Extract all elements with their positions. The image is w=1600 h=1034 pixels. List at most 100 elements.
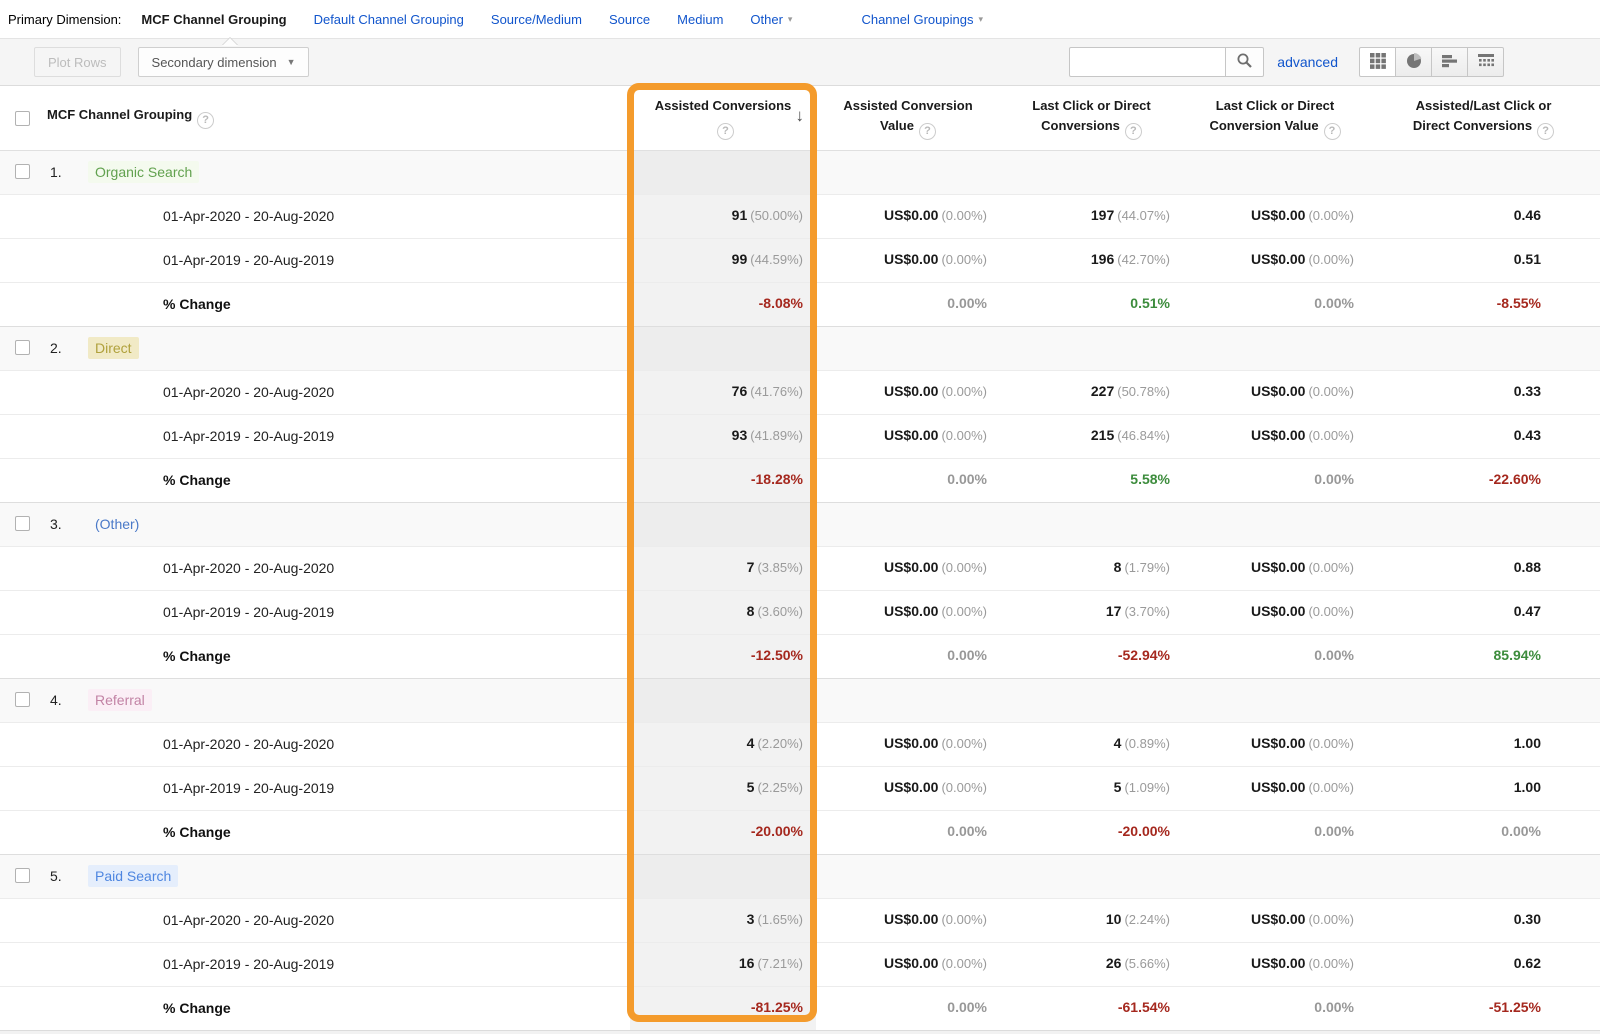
row-checkbox[interactable] (15, 692, 30, 708)
help-icon[interactable]: ? (1323, 122, 1341, 140)
last-click-conversion-value-cell: US$0.00 (0.00%) (1183, 194, 1367, 238)
search-button[interactable] (1225, 47, 1265, 77)
column-header-last-click-conversion-value[interactable]: Last Click or Direct Conversion Value? (1183, 86, 1367, 151)
date-range-row: 01-Apr-2019 - 20-Aug-2019 93 (41.89%) US$… (0, 414, 1600, 458)
performance-view-button[interactable] (1431, 47, 1468, 77)
help-icon[interactable]: ? (717, 122, 734, 140)
assisted-conversions-cell: 5 (2.25%) (630, 766, 816, 810)
channel-label[interactable]: Paid Search (88, 865, 179, 887)
dimension-tab[interactable]: Source ▾ (609, 12, 650, 27)
row-checkbox[interactable] (15, 164, 30, 180)
select-all-checkbox[interactable] (15, 110, 30, 126)
column-header-mcf-channel-grouping[interactable]: MCF Channel Grouping? (45, 86, 630, 151)
assisted-conversion-value-cell: US$0.00 (0.00%) (816, 370, 1000, 414)
view-switcher (1359, 47, 1504, 77)
channel-group-row: 5. Paid Search (0, 854, 1600, 898)
column-header-last-click-conversions[interactable]: Last Click or Direct Conversions? (1000, 86, 1183, 151)
metric-percent: (0.00%) (941, 736, 987, 751)
metric-value: 3 (746, 911, 755, 927)
channel-label[interactable]: Organic Search (88, 161, 200, 183)
row-checkbox[interactable] (15, 516, 30, 532)
dimension-tab-label: Source/Medium (490, 11, 582, 27)
assisted-ratio-cell: 0.33 (1367, 370, 1600, 414)
metric-value: 91 (731, 207, 748, 223)
help-icon[interactable]: ? (197, 111, 215, 129)
column-header-assisted-last-click-ratio[interactable]: Assisted/Last Click or Direct Conversion… (1367, 86, 1600, 151)
help-icon[interactable]: ? (918, 122, 936, 140)
row-checkbox[interactable] (15, 868, 30, 884)
search-input[interactable] (1069, 47, 1227, 77)
column-header-assisted-conversion-value[interactable]: Assisted Conversion Value? (816, 86, 1000, 151)
assisted-ratio-cell: 0.30 (1367, 898, 1600, 942)
metric-value: US$0.00 (1250, 955, 1306, 971)
metric-header-label: Assisted/Last Click or (1415, 97, 1552, 113)
metric-value: 0.30 (1513, 911, 1541, 927)
metric-value: US$0.00 (1250, 383, 1306, 399)
row-checkbox[interactable] (15, 340, 30, 356)
percentage-view-button[interactable] (1395, 47, 1432, 77)
assisted-conversion-value-cell: US$0.00 (0.00%) (816, 238, 1000, 282)
metric-percent: (3.60%) (757, 604, 803, 619)
metric-value: US$0.00 (883, 955, 939, 971)
dropdown-caret-icon: ▾ (787, 13, 793, 24)
dimension-tab[interactable]: Channel Groupings ▾ (861, 12, 983, 27)
metric-value: US$0.00 (1250, 207, 1306, 223)
dimension-tab[interactable]: Medium ▾ (677, 12, 723, 27)
last-click-conversion-value-cell: US$0.00 (0.00%) (1183, 414, 1367, 458)
metric-value: 5 (746, 779, 755, 795)
metric-percent: (41.89%) (750, 428, 803, 443)
metric-percent: (7.21%) (757, 956, 803, 971)
metric-header-label: Last Click or Direct (1215, 97, 1335, 113)
assisted-ratio-cell: 0.43 (1367, 414, 1600, 458)
metric-percent: (42.70%) (1117, 252, 1170, 267)
metric-header-label: Conversion Value (1209, 117, 1319, 133)
assisted-conversions-cell: 99 (44.59%) (630, 238, 816, 282)
metric-value: 0.33 (1513, 383, 1541, 399)
channel-label[interactable]: Direct (88, 337, 139, 359)
metric-value: US$0.00 (1250, 911, 1306, 927)
advanced-search-link[interactable]: advanced (1277, 54, 1338, 70)
metric-value: 0.88 (1513, 559, 1541, 575)
table-view-button[interactable] (1359, 47, 1396, 77)
channel-label[interactable]: (Other) (95, 516, 140, 532)
table-header-row: MCF Channel Grouping? Assisted Conversio… (0, 86, 1600, 151)
dimension-tab[interactable]: Other ▾ (750, 12, 792, 27)
assisted-conversion-value-cell: US$0.00 (0.00%) (816, 590, 1000, 634)
help-icon[interactable]: ? (1537, 122, 1555, 140)
change-value: -20.00% (750, 823, 803, 839)
secondary-dimension-button[interactable]: Secondary dimension ▼ (137, 47, 310, 77)
channel-label[interactable]: Referral (88, 689, 152, 711)
sort-descending-arrow-icon: ↓ (795, 106, 805, 125)
metric-percent: (0.00%) (941, 252, 987, 267)
assisted-conversions-cell: 16 (7.21%) (630, 942, 816, 986)
metric-percent: (2.25%) (757, 780, 803, 795)
change-value: 0.00% (1314, 999, 1354, 1016)
date-range-label: 01-Apr-2019 - 20-Aug-2019 (163, 604, 335, 620)
metric-value: 17 (1105, 603, 1122, 619)
change-value: -12.50% (750, 647, 803, 663)
dimension-tab-label: Source (608, 11, 651, 27)
row-number: 3. (50, 516, 62, 532)
help-icon[interactable]: ? (1124, 122, 1142, 140)
pivot-view-button[interactable] (1467, 47, 1504, 77)
dimension-tab[interactable]: Source/Medium ▾ (491, 12, 582, 27)
assisted-ratio-cell: 0.46 (1367, 194, 1600, 238)
dimension-tab[interactable]: MCF Channel Grouping ▾ (141, 12, 286, 27)
assisted-ratio-cell: 0.88 (1367, 546, 1600, 590)
metric-value: US$0.00 (1250, 559, 1306, 575)
pivot-view-icon (1477, 53, 1494, 72)
metric-value: 0.51 (1513, 251, 1541, 267)
assisted-ratio-cell: 1.00 (1367, 722, 1600, 766)
column-header-assisted-conversions[interactable]: Assisted Conversions ? ↓ (630, 86, 816, 151)
row-number: 5. (50, 868, 62, 884)
date-range-row: 01-Apr-2020 - 20-Aug-2020 91 (50.00%) US$… (0, 194, 1600, 238)
metric-percent: (2.24%) (1124, 912, 1170, 927)
metric-percent: (0.00%) (1308, 384, 1354, 399)
metric-percent: (1.09%) (1124, 780, 1170, 795)
metric-percent: (0.00%) (941, 384, 987, 399)
metric-percent: (44.59%) (750, 252, 803, 267)
metric-value: 215 (1090, 427, 1115, 443)
plot-rows-button[interactable]: Plot Rows (34, 47, 121, 77)
dimension-tab[interactable]: Default Channel Grouping ▾ (314, 12, 464, 27)
change-value: 0.00% (947, 647, 987, 663)
